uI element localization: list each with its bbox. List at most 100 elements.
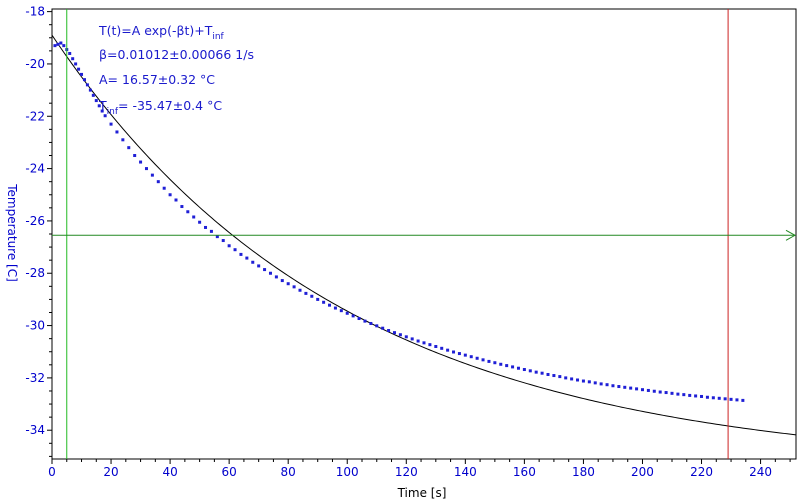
data-point — [375, 324, 379, 328]
data-point — [310, 294, 314, 298]
data-point — [676, 392, 680, 396]
data-point — [581, 379, 585, 383]
data-point — [156, 180, 160, 184]
data-point — [505, 364, 509, 368]
data-point — [233, 248, 237, 252]
data-point — [664, 391, 668, 395]
x-tick-label: 180 — [572, 465, 595, 479]
x-tick-label: 40 — [162, 465, 177, 479]
y-tick-label: -32 — [25, 371, 45, 385]
data-point — [511, 365, 515, 369]
data-point — [304, 291, 308, 295]
data-point — [428, 343, 432, 347]
data-point — [605, 383, 609, 387]
data-point — [268, 271, 272, 275]
y-tick-label: -22 — [25, 109, 45, 123]
y-tick-label: -30 — [25, 319, 45, 333]
data-point — [475, 356, 479, 360]
fit-formula-main: T(t)=A exp(-βt)+T — [98, 23, 213, 38]
data-point — [328, 303, 332, 307]
data-point — [88, 88, 92, 92]
data-point — [239, 252, 243, 256]
data-point — [711, 396, 715, 400]
x-tick-label: 160 — [513, 465, 536, 479]
data-point — [635, 387, 639, 391]
data-point — [74, 62, 78, 66]
data-point — [416, 339, 420, 343]
data-point — [576, 378, 580, 382]
fit-amplitude: A= 16.57±0.32 °C — [99, 72, 215, 87]
cursor-group — [52, 9, 797, 459]
data-point — [345, 311, 349, 315]
data-point — [558, 375, 562, 379]
data-point — [144, 167, 148, 171]
data-point — [540, 371, 544, 375]
data-point — [564, 376, 568, 380]
data-point — [245, 256, 249, 260]
data-point — [422, 341, 426, 345]
data-point — [257, 264, 261, 268]
data-point — [463, 353, 467, 357]
data-point — [204, 225, 208, 229]
data-point — [121, 138, 125, 142]
data-point — [115, 130, 119, 134]
data-point — [552, 374, 556, 378]
data-point — [469, 355, 473, 359]
data-point — [357, 317, 361, 321]
data-point — [392, 331, 396, 335]
data-point — [688, 393, 692, 397]
data-point — [94, 99, 98, 103]
data-point — [62, 44, 66, 48]
data-point — [363, 319, 367, 323]
y-tick-label: -26 — [25, 214, 45, 228]
data-point — [694, 394, 698, 398]
data-point — [369, 321, 373, 325]
data-point — [339, 309, 343, 313]
x-tick-label: 0 — [48, 465, 56, 479]
data-point — [410, 337, 414, 341]
y-axis-title: Temperature [C] — [5, 183, 19, 282]
x-tick-label: 220 — [690, 465, 713, 479]
data-point — [180, 205, 184, 209]
data-point — [640, 388, 644, 392]
data-point — [481, 358, 485, 362]
data-point — [133, 154, 137, 158]
data-point — [80, 72, 84, 76]
data-points-group — [53, 41, 745, 402]
data-point — [209, 229, 213, 233]
data-point — [652, 389, 656, 393]
y-ticks-group: -18 -20 -22 -24 -26 -28 -30 -32 -34 — [25, 5, 52, 457]
y-tick-label: -34 — [25, 423, 45, 437]
data-point — [499, 362, 503, 366]
data-point — [381, 326, 385, 330]
data-point — [215, 235, 219, 239]
fit-beta: β=0.01012±0.00066 1/s — [99, 47, 254, 62]
data-point — [452, 350, 456, 354]
data-point — [91, 93, 95, 97]
fit-tinf-subscript: inf — [107, 107, 119, 117]
data-point — [629, 386, 633, 390]
y-tick-label: -24 — [25, 162, 45, 176]
data-point — [534, 370, 538, 374]
data-point — [623, 385, 627, 389]
data-point — [593, 381, 597, 385]
data-point — [150, 173, 154, 177]
data-point — [97, 104, 101, 108]
data-point — [434, 345, 438, 348]
fit-curve-group — [51, 34, 797, 436]
data-point — [440, 346, 444, 350]
x-tick-label: 140 — [454, 465, 477, 479]
data-point — [186, 210, 190, 214]
data-point — [670, 391, 674, 395]
data-point — [286, 282, 290, 286]
data-point — [528, 369, 532, 373]
x-tick-label: 60 — [222, 465, 237, 479]
x-tick-label: 80 — [281, 465, 296, 479]
data-point — [522, 368, 526, 372]
data-point — [493, 361, 497, 365]
y-tick-label: -18 — [25, 5, 45, 19]
data-point — [174, 198, 178, 202]
data-point — [292, 285, 296, 289]
